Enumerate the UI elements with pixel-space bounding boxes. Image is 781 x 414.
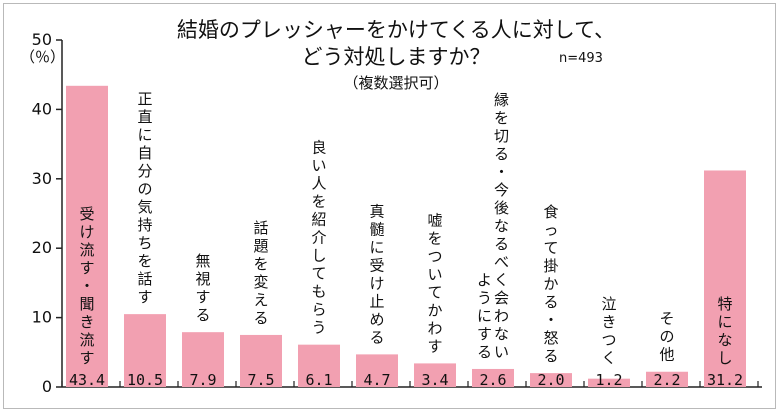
category-label: 食って掛かる・怒る: [543, 203, 558, 365]
bar: [530, 373, 572, 387]
category-label: その他: [659, 310, 674, 364]
chart-title-line1: 結婚のプレッシャーをかけてくる人に対して、: [177, 18, 615, 42]
y-tick-label: 20: [32, 238, 52, 257]
category-label: 話題を変える: [253, 219, 268, 327]
y-tick-label: 50: [32, 30, 52, 49]
bar-chart: 結婚のプレッシャーをかけてくる人に対して、 どう対処しますか？ n=493 （複…: [20, 18, 762, 396]
y-tick-label: 0: [42, 377, 52, 396]
sample-size: n=493: [559, 51, 603, 66]
category-label: 無視する: [195, 252, 210, 324]
data-label: 43.4: [69, 371, 105, 389]
chart-title-line2: どう対処しますか？: [302, 45, 491, 69]
data-label: 7.5: [247, 371, 274, 389]
y-axis-unit: （％）: [20, 48, 65, 66]
bar: [124, 314, 166, 387]
y-tick-label: 10: [32, 308, 52, 327]
bar: [298, 344, 340, 387]
data-label: 7.9: [189, 371, 216, 389]
bar: [414, 363, 456, 387]
data-label: 4.7: [363, 371, 390, 389]
bar: [240, 334, 282, 387]
y-tick-label: 40: [32, 99, 52, 118]
category-label: 正直に自分の気持ちを話す: [137, 90, 152, 306]
data-label: 2.6: [479, 371, 506, 389]
category-label: 嘘をついてかわす: [427, 211, 442, 355]
bar: [588, 378, 630, 387]
category-label: 真髄に受け止める: [369, 202, 384, 346]
bar: [356, 354, 398, 387]
bar: [646, 371, 688, 387]
chart-frame: 結婚のプレッシャーをかけてくる人に対して、 どう対処しますか？ n=493 （複…: [3, 3, 776, 409]
data-label: 3.4: [421, 371, 448, 389]
category-label: 受け流す・聞き流す: [79, 205, 94, 367]
data-label: 10.5: [127, 371, 163, 389]
bar: [704, 170, 746, 387]
data-label: 2.2: [653, 371, 680, 389]
category-label: ようにする: [477, 271, 492, 361]
category-label: 泣きつく: [601, 295, 616, 367]
y-tick-label: 30: [32, 169, 52, 188]
chart-subtitle: （複数選択可）: [343, 74, 448, 92]
data-label: 1.2: [595, 371, 622, 389]
bar: [66, 85, 108, 387]
bar: [472, 368, 514, 387]
category-label: 特になし: [717, 295, 732, 367]
data-label: 6.1: [305, 371, 332, 389]
data-label: 2.0: [537, 371, 564, 389]
data-label: 31.2: [707, 371, 743, 389]
bar: [182, 332, 224, 387]
category-label: 縁を切る・今後なるべく会わない: [494, 91, 509, 361]
category-label: 良い人を紹介してもらう: [311, 139, 326, 337]
